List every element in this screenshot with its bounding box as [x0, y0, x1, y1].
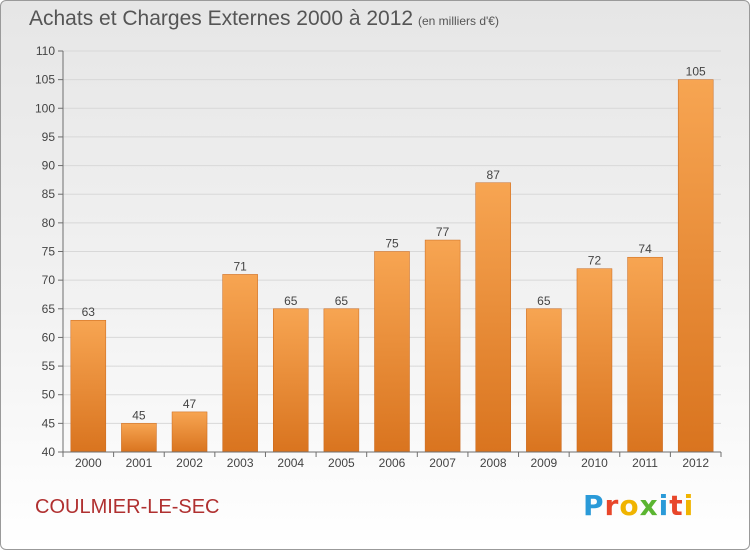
data-label: 75 [385, 237, 399, 251]
x-tick-label: 2011 [632, 456, 658, 470]
x-tick-label: 2007 [429, 456, 456, 470]
data-label: 65 [335, 294, 349, 308]
bars [70, 79, 714, 453]
bar [121, 423, 157, 453]
y-tick-label: 85 [42, 187, 56, 201]
x-tick-label: 2012 [682, 456, 709, 470]
data-label: 77 [436, 225, 450, 239]
y-tick-label: 40 [42, 445, 56, 459]
x-tick-label: 2002 [176, 456, 203, 470]
data-label: 65 [284, 294, 298, 308]
logo-letter: i [683, 489, 695, 522]
bar [475, 182, 511, 453]
y-tick-label: 105 [35, 73, 55, 87]
data-label: 63 [82, 305, 96, 319]
logo-letter: i [658, 489, 670, 522]
x-tick-label: 2005 [328, 456, 355, 470]
logo-letter: P [583, 489, 605, 522]
logo-letter: r [604, 489, 620, 522]
y-tick-label: 75 [42, 245, 56, 259]
proxiti-logo[interactable]: Proxiti [583, 489, 694, 522]
bar [627, 256, 663, 453]
y-tick-label: 90 [42, 159, 56, 173]
bar [323, 308, 360, 453]
x-tick-label: 2004 [277, 456, 304, 470]
logo-letter: t [669, 489, 684, 522]
bar [273, 308, 309, 453]
data-label: 87 [487, 168, 501, 182]
bar [424, 239, 461, 453]
y-tick-label: 70 [42, 273, 56, 287]
data-label: 65 [537, 294, 551, 308]
y-tick-label: 80 [42, 216, 56, 230]
y-tick-label: 45 [42, 416, 56, 430]
x-tick-label: 2006 [379, 456, 406, 470]
chart-subtitle: (en milliers d'€) [418, 14, 499, 28]
x-tick-label: 2010 [581, 456, 608, 470]
data-label: 74 [638, 242, 652, 256]
bar [576, 268, 613, 453]
y-tick-label: 65 [42, 302, 56, 316]
logo-letter: x [639, 489, 659, 522]
data-label: 105 [686, 65, 706, 79]
bar [677, 79, 714, 453]
y-tick-label: 55 [42, 359, 56, 373]
y-tick-label: 50 [42, 388, 56, 402]
y-tick-label: 100 [35, 101, 55, 115]
y-tick-label: 110 [36, 44, 55, 58]
bar [526, 308, 562, 453]
bar [222, 274, 258, 453]
bar [171, 411, 208, 453]
data-label: 72 [588, 254, 602, 268]
data-labels: 63 45 47 71 65 65 75 77 87 65 72 74 105 [82, 65, 706, 423]
data-label: 47 [183, 397, 197, 411]
commune-name: COULMIER-LE-SEC [35, 496, 220, 518]
data-label: 45 [132, 408, 146, 422]
bar [374, 251, 410, 453]
x-tick-label: 2001 [126, 456, 153, 470]
y-tick-label: 95 [42, 130, 56, 144]
bar [70, 319, 107, 453]
x-tick-label: 2009 [530, 456, 557, 470]
x-tick-label: 2008 [480, 456, 507, 470]
x-tick-label: 2000 [75, 456, 102, 470]
chart-title: Achats et Charges Externes 2000 à 2012 [29, 7, 414, 30]
y-tick-label: 60 [42, 330, 56, 344]
axes: 40 45 50 55 60 65 70 75 80 85 90 95 100 105 110 2000 200… [35, 44, 722, 470]
logo-letter: o [619, 489, 640, 522]
data-label: 71 [233, 259, 247, 273]
x-tick-label: 2003 [227, 456, 254, 470]
